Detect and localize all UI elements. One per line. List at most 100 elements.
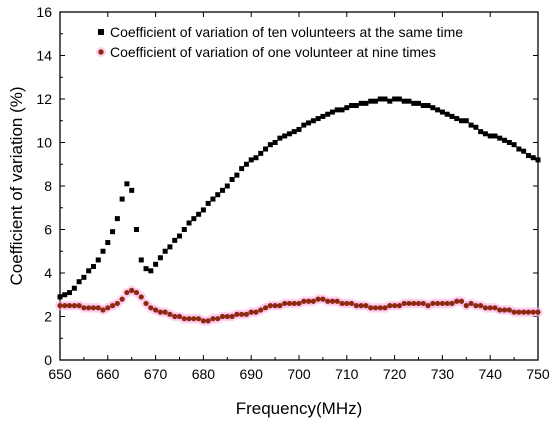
series-1-point-64 [363, 100, 369, 106]
series-2-point-0 [57, 303, 63, 309]
series-1-point-28 [191, 216, 197, 222]
series-1-point-57 [329, 109, 335, 115]
series-1-point-86 [468, 122, 474, 128]
series-2-point-27 [186, 316, 192, 322]
series-2-point-24 [172, 313, 178, 320]
series-1-point-1 [62, 292, 68, 298]
series-2-point-87 [473, 303, 479, 309]
series-2-point-66 [372, 305, 379, 311]
series-1-point-20 [153, 261, 159, 267]
series-1-point-80 [439, 109, 445, 115]
y-tick-label-1: 2 [44, 309, 52, 325]
series-1-point-54 [315, 116, 321, 122]
x-tick-label-0: 650 [48, 366, 72, 382]
series-2-point-2 [66, 303, 73, 309]
series-1-point-56 [325, 111, 331, 117]
series-2-point-75 [415, 300, 422, 307]
series-1-point-32 [210, 196, 216, 202]
series-1-point-87 [473, 124, 479, 130]
series-2-point-43 [262, 305, 269, 311]
series-1-point-48 [286, 131, 292, 137]
series-1-point-29 [196, 211, 202, 217]
series-2-point-20 [153, 307, 159, 313]
series-2-point-41 [253, 309, 259, 315]
series-1-point-3 [71, 285, 77, 291]
series-2-point-94 [506, 307, 512, 313]
series-1-point-67 [377, 96, 383, 102]
series-2-point-13 [119, 296, 125, 302]
series-1-point-37 [234, 172, 240, 178]
series-1-point-10 [105, 240, 111, 246]
y-tick-label-3: 6 [44, 222, 52, 238]
series-1-point-4 [76, 279, 82, 285]
series-1-point-59 [339, 107, 345, 113]
series-2-point-45 [272, 303, 278, 309]
series-1-point-72 [401, 98, 407, 104]
series-1-point-52 [306, 120, 312, 126]
series-2-point-47 [282, 300, 288, 307]
series-1-point-6 [86, 268, 92, 274]
series-1-point-98 [525, 153, 531, 159]
series-2-point-6 [86, 305, 92, 311]
series-1-point-58 [334, 107, 340, 113]
series-2-point-18 [143, 300, 149, 307]
series-2-point-58 [334, 298, 340, 304]
series-1-point-24 [172, 237, 178, 243]
x-tick-label-6: 710 [335, 366, 359, 382]
series-2-point-50 [296, 300, 302, 307]
series-1-point-23 [167, 244, 173, 250]
series-2-point-68 [382, 305, 388, 311]
y-tick-label-5: 10 [36, 135, 52, 151]
series-2-point-19 [148, 305, 154, 311]
series-1-point-94 [506, 140, 512, 145]
series-1-point-14 [124, 181, 130, 187]
series-2-point-100 [535, 309, 541, 315]
series-1-point-40 [248, 157, 254, 163]
legend-label-series-1: Coefficient of variation of ten voluntee… [110, 24, 463, 40]
series-1-point-43 [263, 146, 269, 152]
series-2-point-15 [129, 287, 135, 293]
series-2-point-9 [100, 307, 106, 313]
series-1-point-97 [521, 148, 527, 154]
y-tick-label-2: 4 [44, 265, 52, 281]
series-1-point-71 [396, 96, 402, 102]
series-2-point-14 [124, 289, 130, 296]
series-2-point-39 [243, 311, 250, 317]
series-1-point-68 [382, 96, 388, 102]
series-2-point-36 [229, 313, 235, 320]
series-2-point-70 [392, 303, 398, 309]
series-1-point-47 [282, 133, 288, 139]
series-1-point-31 [205, 200, 211, 206]
series-2-point-85 [463, 303, 469, 309]
series-1-point-49 [291, 129, 297, 135]
series-2-point-56 [325, 298, 331, 304]
series-2-point-83 [454, 298, 460, 304]
series-1-point-36 [229, 176, 235, 182]
series-2-point-31 [205, 318, 211, 324]
series-2-point-73 [406, 300, 412, 307]
series-2-point-1 [62, 303, 68, 309]
y-tick-label-8: 16 [36, 4, 52, 20]
series-2-point-29 [196, 316, 202, 322]
series-1-point-22 [162, 248, 168, 254]
series-2-point-74 [411, 300, 417, 307]
series-2-point-84 [458, 298, 465, 304]
series-2-point-38 [239, 311, 245, 317]
series-1-point-96 [516, 146, 522, 152]
series-2-point-32 [210, 316, 216, 322]
series-1-point-41 [253, 155, 259, 161]
series-2-point-33 [215, 316, 221, 322]
series-1-point-44 [267, 142, 273, 148]
series-2-point-51 [301, 298, 307, 304]
series-1-point-92 [497, 135, 503, 141]
series-1-point-18 [143, 266, 149, 272]
series-1-point-8 [95, 257, 101, 263]
series-1-point-88 [478, 129, 484, 135]
series-1-point-51 [301, 122, 307, 128]
series-2-point-71 [396, 303, 402, 309]
series-1-point-5 [81, 274, 87, 280]
series-1-point-82 [449, 113, 455, 119]
series-2-point-55 [320, 296, 326, 302]
series-2-point-46 [277, 303, 283, 309]
series-2-point-95 [511, 309, 517, 315]
